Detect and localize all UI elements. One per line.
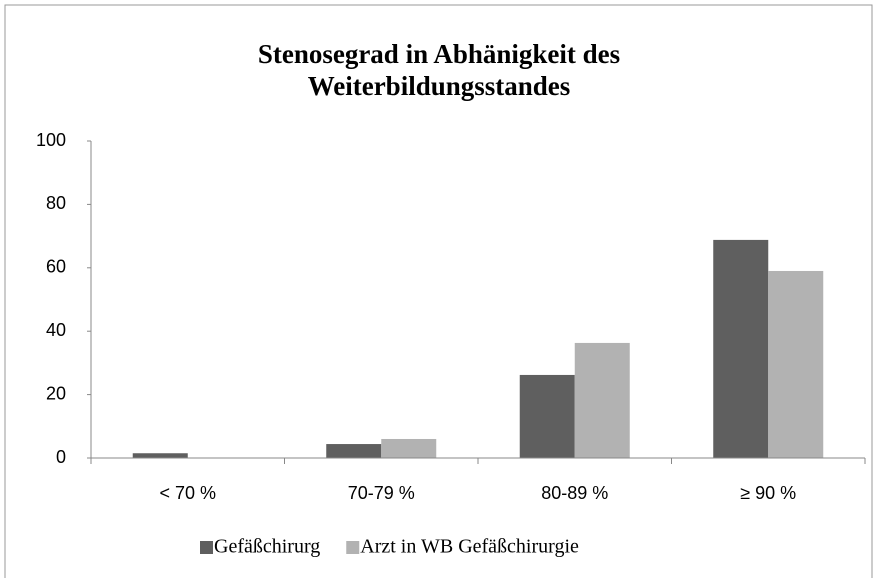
- y-tick-label: 60: [46, 257, 66, 277]
- chart-title: Stenosegrad in Abhänigkeit des Weiterbil…: [257, 39, 621, 101]
- bar: [768, 270, 824, 458]
- bar: [519, 374, 575, 458]
- bar: [326, 444, 382, 458]
- bar: [713, 239, 769, 458]
- legend-swatch: [346, 541, 360, 554]
- y-tick-label: 80: [46, 193, 66, 213]
- x-tick-label: 80-89 %: [541, 483, 608, 503]
- y-tick-label: 100: [36, 130, 66, 150]
- bar: [381, 438, 437, 458]
- chart-frame: [4, 4, 873, 578]
- legend-swatch: [200, 541, 213, 554]
- legend-label: Arzt in WB Gefäßchirurgie: [360, 536, 579, 558]
- y-tick-label: 40: [46, 320, 66, 340]
- x-tick-label: ≥ 90 %: [740, 483, 796, 503]
- x-tick-label: 70-79 %: [348, 483, 415, 503]
- legend-label: Gefäßchirurg: [214, 536, 320, 558]
- x-tick-label: < 70 %: [159, 483, 216, 503]
- y-tick-label: 0: [56, 447, 66, 467]
- bar: [132, 453, 188, 458]
- bar: [574, 342, 630, 458]
- y-tick-label: 20: [46, 383, 66, 403]
